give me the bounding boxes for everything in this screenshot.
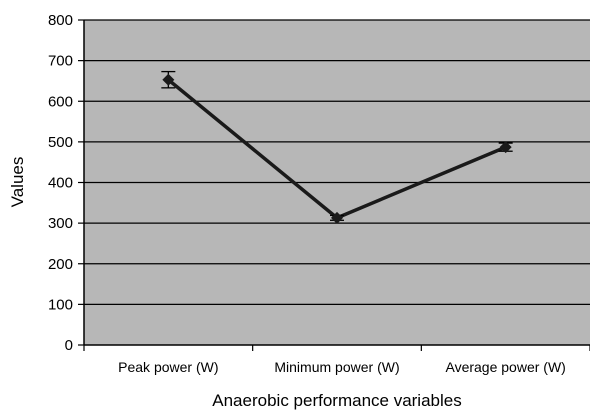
y-tick-label: 500 — [48, 134, 73, 151]
x-axis-title: Anaerobic performance variables — [212, 391, 461, 410]
y-tick-label: 800 — [48, 12, 73, 29]
y-tick-label: 0 — [65, 337, 73, 354]
data-point — [499, 141, 512, 154]
data-point — [162, 73, 175, 86]
y-tick-label: 200 — [48, 256, 73, 273]
x-tick-label: Minimum power (W) — [274, 359, 399, 375]
y-axis-title: Values — [8, 157, 27, 208]
x-tick-label: Peak power (W) — [118, 359, 218, 375]
y-tick-label: 300 — [48, 215, 73, 232]
x-tick-labels: Peak power (W) Minimum power (W) Average p… — [83, 345, 590, 375]
y-tick-label: 100 — [48, 296, 73, 313]
series-marks — [161, 70, 513, 224]
y-tick-label: 600 — [48, 93, 73, 110]
x-tick-label: Average power (W) — [445, 359, 565, 375]
y-tick-labels: 0 100 200 300 400 500 600 700 800 — [48, 12, 84, 354]
y-tick-label: 700 — [48, 53, 73, 70]
y-tick-label: 400 — [48, 175, 73, 192]
data-point — [331, 211, 343, 224]
